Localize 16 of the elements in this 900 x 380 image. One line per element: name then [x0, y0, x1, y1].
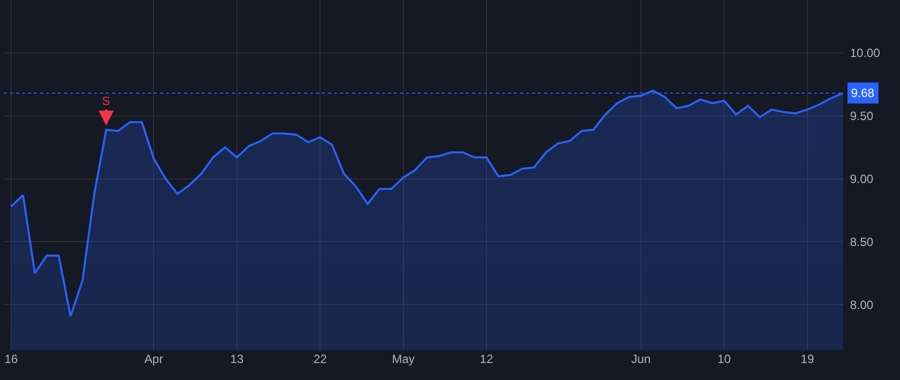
y-tick-label: 8.00	[850, 298, 874, 312]
x-tick-label: 19	[800, 352, 814, 366]
annotation: S	[102, 94, 110, 108]
y-tick-label: 9.50	[850, 109, 874, 124]
x-tick-label: Jun	[631, 352, 651, 366]
y-tick-label: 9.00	[850, 172, 874, 186]
x-tick-label: 12	[480, 352, 494, 366]
y-tick-label: 10.00	[850, 46, 880, 60]
x-tick-label: 13	[230, 352, 244, 366]
x-tick-label: 10	[717, 352, 732, 366]
y-tick-label: 8.50	[850, 234, 874, 249]
x-tick-label: 22	[313, 352, 328, 366]
ref-line-label: 9.68	[851, 86, 875, 100]
x-tick-label: Apr	[144, 352, 164, 366]
x-tick-label: May	[392, 352, 415, 366]
x-tick-label: 16	[4, 352, 18, 366]
